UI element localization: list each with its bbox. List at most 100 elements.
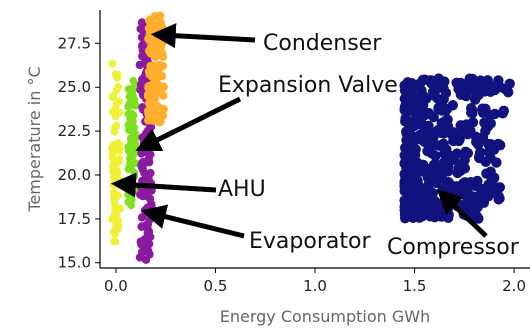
data-point (154, 48, 163, 57)
data-point (462, 147, 474, 159)
data-point (455, 165, 467, 176)
data-point (124, 102, 132, 111)
data-point (473, 139, 484, 150)
data-point (476, 83, 488, 94)
data-point (125, 126, 133, 135)
data-point (447, 100, 459, 111)
annotation-label: AHU (218, 177, 266, 202)
data-point (115, 108, 124, 117)
data-point (426, 77, 437, 89)
data-point (113, 70, 122, 79)
data-point (474, 152, 485, 164)
data-point (144, 82, 153, 91)
data-point (128, 153, 136, 162)
data-point (156, 19, 166, 28)
tick-layer: 0.0 0.5 1.0 1.5 2.0 15.0 17.5 20.0 22.5 25.0 27.5 (58, 34, 526, 295)
annotation-arrow (110, 172, 217, 198)
data-point (466, 204, 478, 215)
data-point (143, 246, 153, 255)
data-point (112, 146, 121, 154)
annotation-label: Condenser (263, 31, 382, 56)
data-point (400, 173, 412, 185)
x-tick-label: 1.0 (303, 277, 327, 295)
data-point (464, 85, 475, 96)
data-point (485, 80, 496, 91)
data-point (127, 186, 135, 195)
data-point (401, 128, 412, 139)
data-point (145, 35, 154, 44)
data-point (447, 127, 459, 138)
data-point (153, 102, 163, 111)
data-point (114, 83, 123, 91)
data-point (109, 107, 117, 116)
data-point (110, 128, 119, 136)
x-axis-title: Energy Consumption GWh (220, 307, 431, 326)
data-point (411, 92, 422, 103)
data-point (129, 95, 138, 103)
data-point (427, 173, 439, 185)
data-point (433, 124, 444, 136)
data-point (144, 67, 154, 76)
data-point (158, 111, 167, 121)
series-2 (124, 76, 140, 210)
data-point (155, 64, 165, 73)
data-point (424, 141, 435, 152)
data-point (491, 157, 502, 168)
data-point (416, 107, 427, 118)
data-point (124, 198, 132, 206)
data-point (154, 117, 164, 127)
y-tick-label: 22.5 (58, 122, 91, 140)
data-point (109, 188, 118, 196)
annotation-arrow (150, 23, 256, 49)
y-tick-label: 15.0 (58, 254, 91, 272)
data-point (130, 136, 139, 144)
data-point (111, 162, 119, 170)
data-point (139, 157, 148, 167)
data-point (114, 216, 122, 225)
data-point (485, 118, 496, 129)
data-point (143, 223, 152, 233)
data-point (126, 114, 134, 123)
data-point (110, 169, 119, 177)
data-point (150, 89, 159, 98)
data-point (157, 84, 167, 94)
data-point (457, 127, 468, 138)
y-tick-label: 20.0 (58, 166, 91, 184)
data-point (472, 175, 483, 187)
data-point (455, 77, 466, 89)
data-point (440, 87, 452, 99)
data-point (477, 107, 489, 118)
data-point (144, 158, 154, 167)
data-point (109, 92, 117, 101)
data-point (124, 165, 133, 173)
data-point (137, 33, 147, 42)
data-point (136, 190, 146, 199)
data-point (111, 237, 120, 246)
annotation-label: Compressor (387, 235, 520, 260)
data-point (425, 211, 436, 222)
data-point (481, 188, 492, 199)
data-point (108, 153, 116, 161)
data-point (465, 103, 477, 114)
data-point (135, 60, 145, 70)
data-point (439, 76, 450, 87)
data-point (485, 166, 496, 177)
data-point (478, 197, 490, 209)
data-point (407, 154, 419, 166)
data-point (423, 182, 434, 193)
y-axis-title: Temperature in °C (25, 66, 44, 212)
x-tick-label: 2.0 (502, 277, 526, 295)
series-1 (108, 60, 124, 246)
data-point (430, 150, 441, 162)
data-point (111, 199, 119, 208)
data-point (401, 86, 412, 98)
data-point (411, 174, 422, 185)
data-point (410, 183, 422, 194)
series-4 (143, 11, 168, 127)
data-point (110, 209, 119, 217)
data-point (436, 105, 448, 116)
data-point (407, 205, 419, 216)
data-point (146, 15, 156, 24)
